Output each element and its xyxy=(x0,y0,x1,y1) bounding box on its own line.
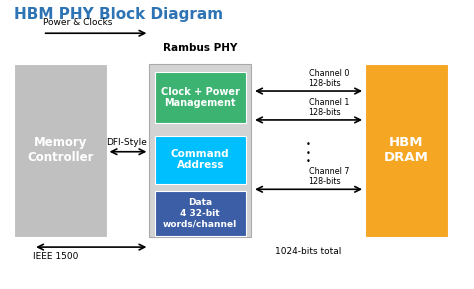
FancyBboxPatch shape xyxy=(149,64,251,237)
Text: Data
4 32-bit
words/channel: Data 4 32-bit words/channel xyxy=(163,198,237,228)
Text: Power & Clocks: Power & Clocks xyxy=(43,18,112,27)
Text: Channel 0
128-bits: Channel 0 128-bits xyxy=(309,69,349,88)
Text: 1024-bits total: 1024-bits total xyxy=(275,247,342,256)
Text: Channel 1
128-bits: Channel 1 128-bits xyxy=(309,98,349,117)
Text: Channel 7
128-bits: Channel 7 128-bits xyxy=(309,167,349,186)
FancyBboxPatch shape xyxy=(14,64,107,237)
Text: Rambus PHY: Rambus PHY xyxy=(163,43,237,53)
FancyBboxPatch shape xyxy=(155,136,246,184)
Text: •: • xyxy=(306,157,311,166)
Text: HBM
DRAM: HBM DRAM xyxy=(384,136,429,164)
FancyBboxPatch shape xyxy=(155,72,246,123)
Text: Clock + Power
Management: Clock + Power Management xyxy=(161,87,240,108)
FancyBboxPatch shape xyxy=(365,64,448,237)
Text: •: • xyxy=(306,149,311,158)
Text: Memory
Controller: Memory Controller xyxy=(27,136,94,164)
Text: •: • xyxy=(306,140,311,149)
Text: Command
Address: Command Address xyxy=(171,149,229,171)
Text: HBM PHY Block Diagram: HBM PHY Block Diagram xyxy=(14,7,223,22)
Text: IEEE 1500: IEEE 1500 xyxy=(33,252,79,261)
Text: DFI-Style: DFI-Style xyxy=(107,138,147,147)
FancyBboxPatch shape xyxy=(155,191,246,236)
